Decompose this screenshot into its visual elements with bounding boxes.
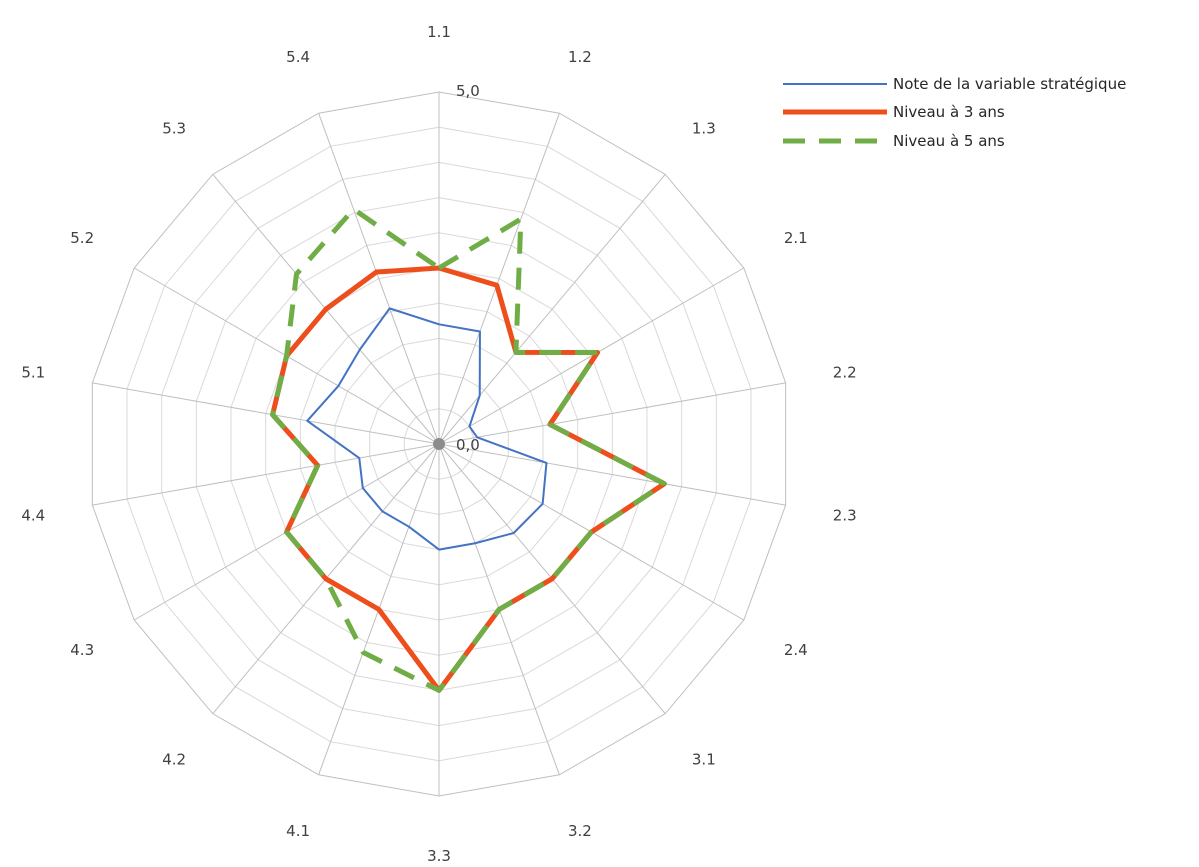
category-label-5.2: 5.2: [70, 229, 94, 247]
grid-spoke: [92, 382, 440, 445]
grid-spoke: [438, 267, 745, 445]
grid-spoke: [92, 443, 440, 506]
category-label-3.1: 3.1: [692, 751, 716, 769]
category-label-3.2: 3.2: [568, 822, 592, 840]
category-label-4.3: 4.3: [70, 641, 94, 659]
category-label-1.3: 1.3: [692, 119, 716, 137]
category-label-5.1: 5.1: [21, 363, 45, 381]
category-label-2.2: 2.2: [833, 363, 857, 381]
series-layer: [270, 206, 667, 693]
center-marker: [433, 438, 445, 450]
category-label-4.2: 4.2: [162, 751, 186, 769]
category-label-5.4: 5.4: [286, 48, 310, 66]
grid-spoke: [318, 113, 440, 445]
legend: Note de la variable stratégique Niveau à…: [783, 75, 1126, 150]
scale-min-label: 0,0: [456, 436, 480, 454]
category-label-3.3: 3.3: [427, 847, 451, 865]
category-label-2.4: 2.4: [784, 641, 808, 659]
grid-spoke: [438, 382, 786, 445]
category-label-2.3: 2.3: [833, 507, 857, 525]
legend-item-3ans: Niveau à 3 ans: [783, 103, 1005, 121]
grid-spoke: [438, 174, 666, 445]
grid-spoke: [438, 113, 560, 445]
scale-max-label: 5,0: [456, 82, 480, 100]
legend-label-3ans: Niveau à 3 ans: [893, 103, 1005, 121]
category-label-2.1: 2.1: [784, 229, 808, 247]
category-label-4.4: 4.4: [21, 507, 45, 525]
legend-label-note: Note de la variable stratégique: [893, 75, 1126, 93]
grid-spoke: [438, 443, 786, 506]
category-label-4.1: 4.1: [286, 822, 310, 840]
legend-label-5ans: Niveau à 5 ans: [893, 132, 1005, 150]
category-labels: 1.1 1.2 1.3 2.1 2.2 2.3 2.4 3.1 3.2 3.3 4.1 4.2 4.3 4…: [21, 23, 856, 865]
category-label-5.3: 5.3: [162, 119, 186, 137]
legend-item-5ans: Niveau à 5 ans: [783, 132, 1005, 150]
legend-item-note: Note de la variable stratégique: [783, 75, 1126, 93]
category-label-1.2: 1.2: [568, 48, 592, 66]
category-label-1.1: 1.1: [427, 23, 451, 41]
